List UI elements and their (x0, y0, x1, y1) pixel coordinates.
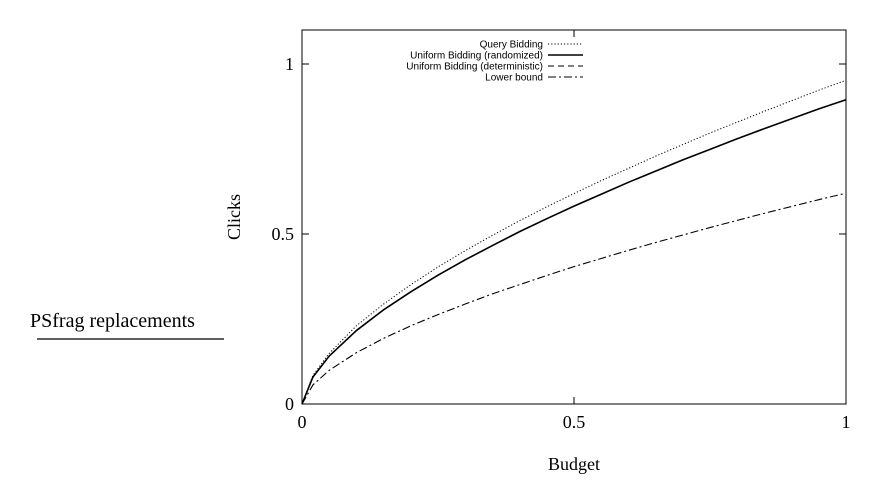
y-axis-label: Clicks (224, 194, 244, 240)
series-line-2 (301, 98, 847, 405)
x-tick-label: 1 (842, 412, 851, 432)
x-tick-label: 0.5 (563, 412, 586, 432)
x-axis-label: Budget (548, 454, 600, 474)
y-tick-label: 1 (285, 54, 294, 74)
legend-label: Uniform Bidding (randomized) (410, 51, 543, 62)
series-line-4 (301, 192, 847, 405)
legend-label: Query Bidding (480, 40, 543, 51)
y-tick-label: 0 (285, 394, 294, 414)
legend-label: Lower bound (485, 73, 543, 84)
series-line-1 (301, 79, 847, 405)
axis-ticks: 0 0.5 1 0 0.5 1 (272, 30, 851, 432)
series-line-3 (301, 99, 847, 405)
legend-label: Uniform Bidding (deterministic) (406, 62, 543, 73)
side-label: PSfrag replacements (30, 310, 195, 332)
series-group (301, 79, 847, 405)
plot-frame (301, 29, 847, 405)
x-tick-label: 0 (298, 412, 307, 432)
y-tick-label: 0.5 (272, 224, 295, 244)
